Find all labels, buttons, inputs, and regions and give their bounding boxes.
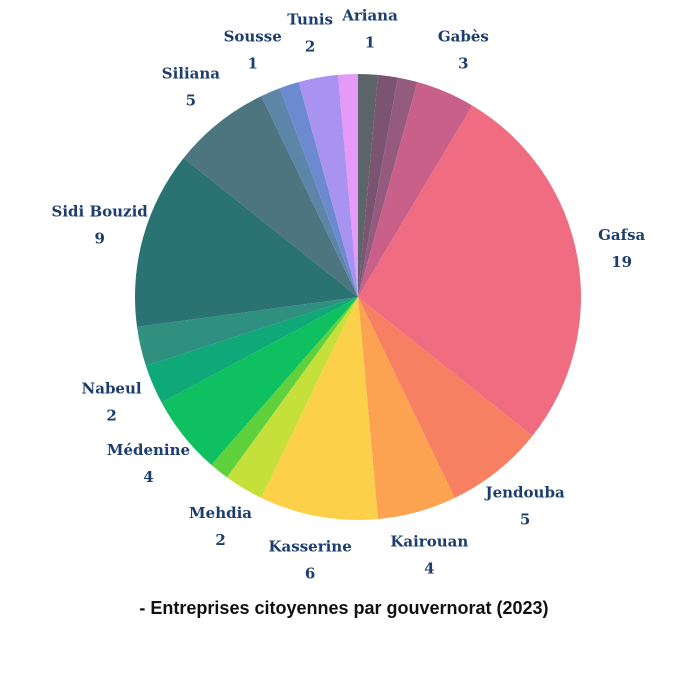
slice-label: Siliana	[162, 64, 221, 82]
pie-slice	[358, 74, 378, 297]
slice-label: Sousse	[224, 28, 282, 46]
slice-label: Tunis	[287, 10, 333, 28]
slice-value: 4	[143, 468, 153, 486]
slice-label: Sidi Bouzid	[52, 203, 149, 221]
pie-slice	[298, 74, 358, 297]
slice-label: Nabeul	[82, 379, 142, 397]
pie-slice	[226, 297, 358, 498]
slice-value: 5	[186, 91, 196, 109]
pie-slice	[161, 297, 358, 465]
slice-label: Gafsa	[598, 226, 645, 244]
pie-slice	[358, 77, 418, 297]
slice-value: 9	[94, 230, 104, 248]
chart-title: - Entreprises citoyennes par gouvernorat…	[139, 598, 548, 618]
pie-slice	[358, 297, 455, 520]
pie-slice	[261, 88, 358, 297]
pie-slice	[135, 157, 358, 327]
slice-label: Mehdia	[189, 504, 252, 522]
slice-value: 5	[520, 511, 530, 529]
slice-label: Kairouan	[390, 532, 468, 550]
pie-slice	[137, 297, 358, 366]
slice-value: 2	[215, 531, 225, 549]
slice-value: 1	[365, 33, 375, 51]
pie-slice	[211, 297, 358, 478]
slice-label: Gabès	[438, 28, 489, 46]
slice-value: 19	[611, 253, 632, 271]
slice-label: Ariana	[341, 6, 398, 24]
pie-slice	[279, 82, 358, 297]
pie-slice	[261, 297, 378, 521]
pie-slice	[358, 74, 398, 297]
pie-slice	[358, 105, 581, 437]
pie-slice	[358, 297, 533, 498]
slice-label: Kasserine	[269, 538, 352, 556]
pie-slice	[358, 82, 473, 297]
pie-slice	[145, 297, 358, 403]
pie-slice	[338, 74, 358, 297]
slice-value: 3	[458, 55, 468, 73]
slice-value: 1	[247, 55, 257, 73]
pie-slice	[183, 96, 358, 297]
slice-label: Médenine	[107, 441, 190, 459]
slice-value: 6	[305, 565, 315, 583]
slice-value: 2	[106, 406, 116, 424]
slice-label: Jendouba	[484, 484, 565, 502]
slice-value: 2	[305, 37, 315, 55]
slice-value: 4	[424, 559, 434, 577]
